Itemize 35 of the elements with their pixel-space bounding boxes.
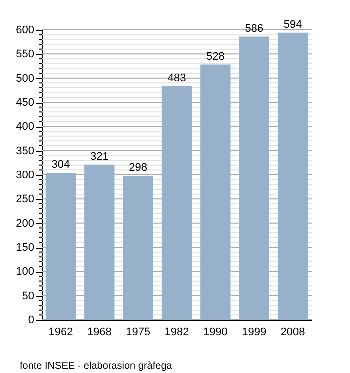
y-tick-label: 300 bbox=[16, 170, 34, 182]
x-tick-label: 1990 bbox=[203, 326, 228, 338]
x-tick-label: 1962 bbox=[48, 326, 74, 338]
x-tick-label: 2008 bbox=[280, 326, 306, 338]
data-label: 586 bbox=[245, 22, 264, 35]
y-tick-label: 400 bbox=[16, 121, 34, 134]
data-label: 304 bbox=[52, 159, 70, 172]
y-tick-label: 50 bbox=[22, 290, 34, 302]
bar bbox=[162, 86, 192, 320]
bar bbox=[278, 32, 308, 320]
y-tick-label: 600 bbox=[16, 24, 34, 36]
x-tick-label: 1982 bbox=[164, 326, 190, 338]
y-tick-label: 500 bbox=[16, 72, 34, 85]
data-label: 594 bbox=[284, 18, 302, 31]
y-tick-label: 100 bbox=[16, 266, 34, 278]
y-tick-label: 450 bbox=[16, 97, 34, 109]
y-tick-label: 550 bbox=[16, 48, 34, 61]
x-tick-label: 1999 bbox=[242, 326, 267, 338]
data-label: 298 bbox=[129, 162, 148, 174]
bar bbox=[46, 173, 76, 320]
y-tick-label: 200 bbox=[16, 218, 34, 230]
y-tick-label: 350 bbox=[16, 145, 34, 158]
y-tick-label: 250 bbox=[16, 194, 34, 206]
y-tick-label: 150 bbox=[16, 242, 34, 254]
data-label: 483 bbox=[168, 72, 186, 85]
bar bbox=[239, 36, 270, 320]
bar bbox=[84, 164, 115, 320]
bar bbox=[200, 64, 231, 320]
data-label: 321 bbox=[90, 150, 109, 163]
x-tick-label: 1968 bbox=[87, 326, 112, 338]
bar bbox=[123, 176, 154, 320]
data-label: 528 bbox=[206, 50, 225, 63]
source-note: fonte INSEE - elaborasion gràfega bbox=[20, 361, 173, 372]
x-tick-label: 1975 bbox=[126, 326, 151, 338]
y-tick-label: 0 bbox=[28, 314, 34, 326]
